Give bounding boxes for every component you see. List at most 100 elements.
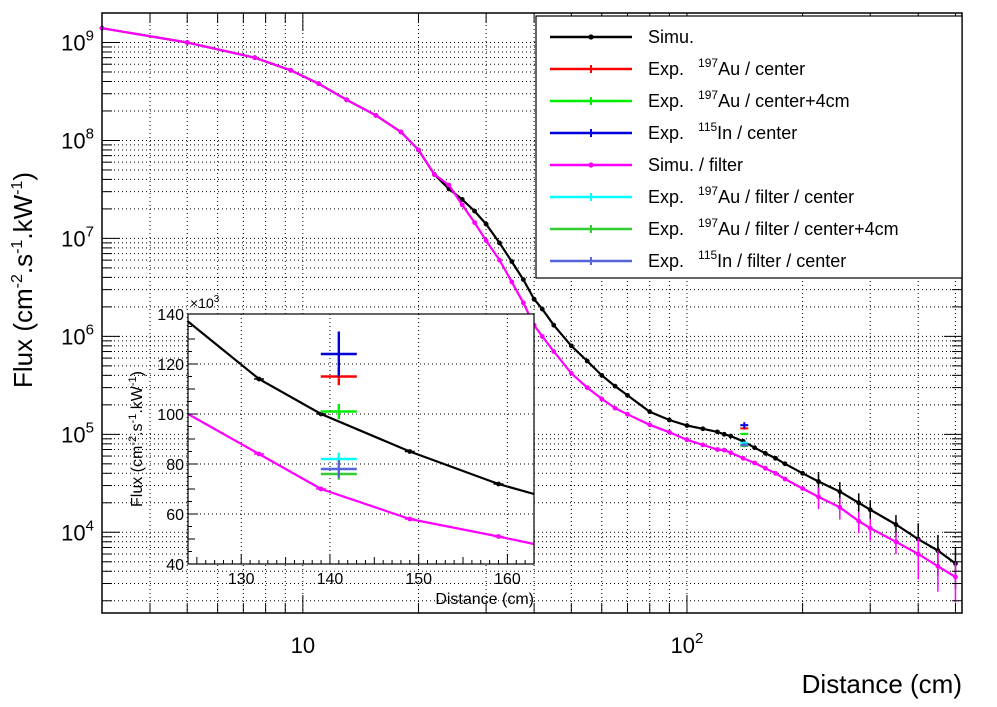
data-point [666, 417, 672, 423]
data-point [700, 442, 706, 448]
inset-grid [188, 314, 534, 564]
inset-y-tick-label: 140 [157, 307, 184, 324]
data-point [816, 494, 821, 500]
data-point [551, 349, 557, 354]
data-point [184, 40, 190, 45]
inset-multiplier: ×103 [190, 294, 220, 311]
data-point [459, 202, 465, 208]
inset-series [187, 320, 535, 546]
inset-data-point [318, 411, 324, 417]
inset-x-tick-label: 160 [494, 571, 521, 588]
legend-label: Exp. 115In / center [648, 120, 797, 143]
main-series [99, 25, 958, 603]
legend-entry: Simu. / filter [550, 155, 743, 175]
series-line [101, 27, 957, 578]
data-point [446, 182, 452, 188]
inset-series-simu-filter [187, 413, 535, 546]
data-point [800, 486, 806, 491]
legend-label: Exp. 197Au / center+4cm [648, 88, 850, 111]
legend-entry: Exp. 115In / center [550, 120, 797, 143]
data-point [647, 422, 653, 428]
inset-data-point [496, 534, 501, 539]
data-point [509, 279, 515, 285]
data-point [373, 113, 379, 118]
series-simu-filter [99, 25, 958, 603]
data-point [497, 257, 502, 263]
data-point [539, 333, 545, 339]
inset-y-tick-label: 80 [166, 457, 184, 474]
data-point [782, 461, 788, 467]
data-point [714, 447, 720, 452]
data-point [483, 238, 489, 243]
data-point [782, 476, 788, 482]
inset-series-simu- [187, 320, 535, 496]
data-point [431, 172, 437, 177]
data-point [520, 277, 526, 282]
legend-entry: Exp. 197Au / filter / center [550, 184, 854, 207]
data-point [762, 450, 768, 456]
main-plot-frame [101, 12, 963, 614]
data-point [666, 429, 672, 435]
y-tick-label: 108 [61, 125, 94, 153]
legend-box [535, 15, 963, 279]
data-point [893, 539, 899, 545]
inset-data-point [496, 481, 501, 487]
data-point [398, 129, 404, 135]
inset-data-point [407, 516, 413, 522]
y-tick-label: 109 [61, 27, 94, 55]
legend-label: Exp. 197Au / center [648, 56, 805, 79]
data-point [728, 450, 734, 456]
legend-label: Exp. 197Au / filter / center+4cm [648, 216, 899, 239]
legend-label: Exp. 115In / filter / center [648, 248, 846, 271]
y-tick-label: 107 [61, 223, 94, 251]
inset-y-tick-label: 100 [157, 407, 184, 424]
data-point [625, 411, 630, 417]
data-point [837, 489, 843, 495]
data-point [714, 429, 720, 435]
data-point [935, 563, 941, 569]
data-point [520, 300, 526, 306]
data-point [700, 426, 706, 432]
legend-entry: Simu. [550, 27, 694, 47]
legend-entry: Exp. 197Au / center+4cm [550, 88, 850, 111]
data-point [867, 525, 873, 531]
data-point [483, 221, 489, 227]
data-point [915, 551, 921, 557]
y-tick-label: 106 [61, 321, 94, 349]
data-point [953, 574, 958, 580]
legend-entry: Exp. 115In / filter / center [550, 248, 846, 271]
data-point [867, 507, 873, 513]
legend-marker [588, 162, 594, 168]
data-point [531, 296, 537, 302]
inset-x-tick-label: 140 [317, 571, 344, 588]
inset-x-tick-label: 130 [228, 571, 255, 588]
inset-experimental-points [320, 331, 357, 480]
data-point [316, 81, 322, 87]
y-tick-label: 104 [61, 517, 94, 545]
data-point [539, 306, 545, 312]
y-tick-label: 105 [61, 419, 94, 447]
inset-axes: 130 140 150 160 40 60 80 100 120 140 [157, 307, 535, 588]
data-point [773, 455, 778, 461]
data-point [612, 405, 618, 411]
legend-entry: Exp. 197Au / filter / center+4cm [550, 216, 899, 239]
data-point [252, 55, 258, 61]
data-point [509, 259, 515, 264]
legend-label: Simu. [648, 27, 694, 47]
y-axis-title: Flux (cm-2.s-1.kW-1) [8, 172, 38, 388]
inset-y-tick-label: 120 [157, 357, 184, 374]
data-point [856, 518, 862, 524]
data-point [752, 460, 758, 466]
data-point [800, 470, 806, 476]
data-point [684, 423, 690, 428]
inset-x-tick-label: 150 [405, 571, 432, 588]
inset-x-axis-title: Distance (cm) [435, 591, 534, 608]
data-point [584, 385, 590, 390]
data-point [721, 447, 727, 453]
data-point [416, 147, 421, 153]
data-point [740, 455, 746, 461]
legend-label: Exp. 197Au / filter / center [648, 184, 854, 207]
data-point [568, 370, 574, 376]
data-point [551, 322, 557, 328]
